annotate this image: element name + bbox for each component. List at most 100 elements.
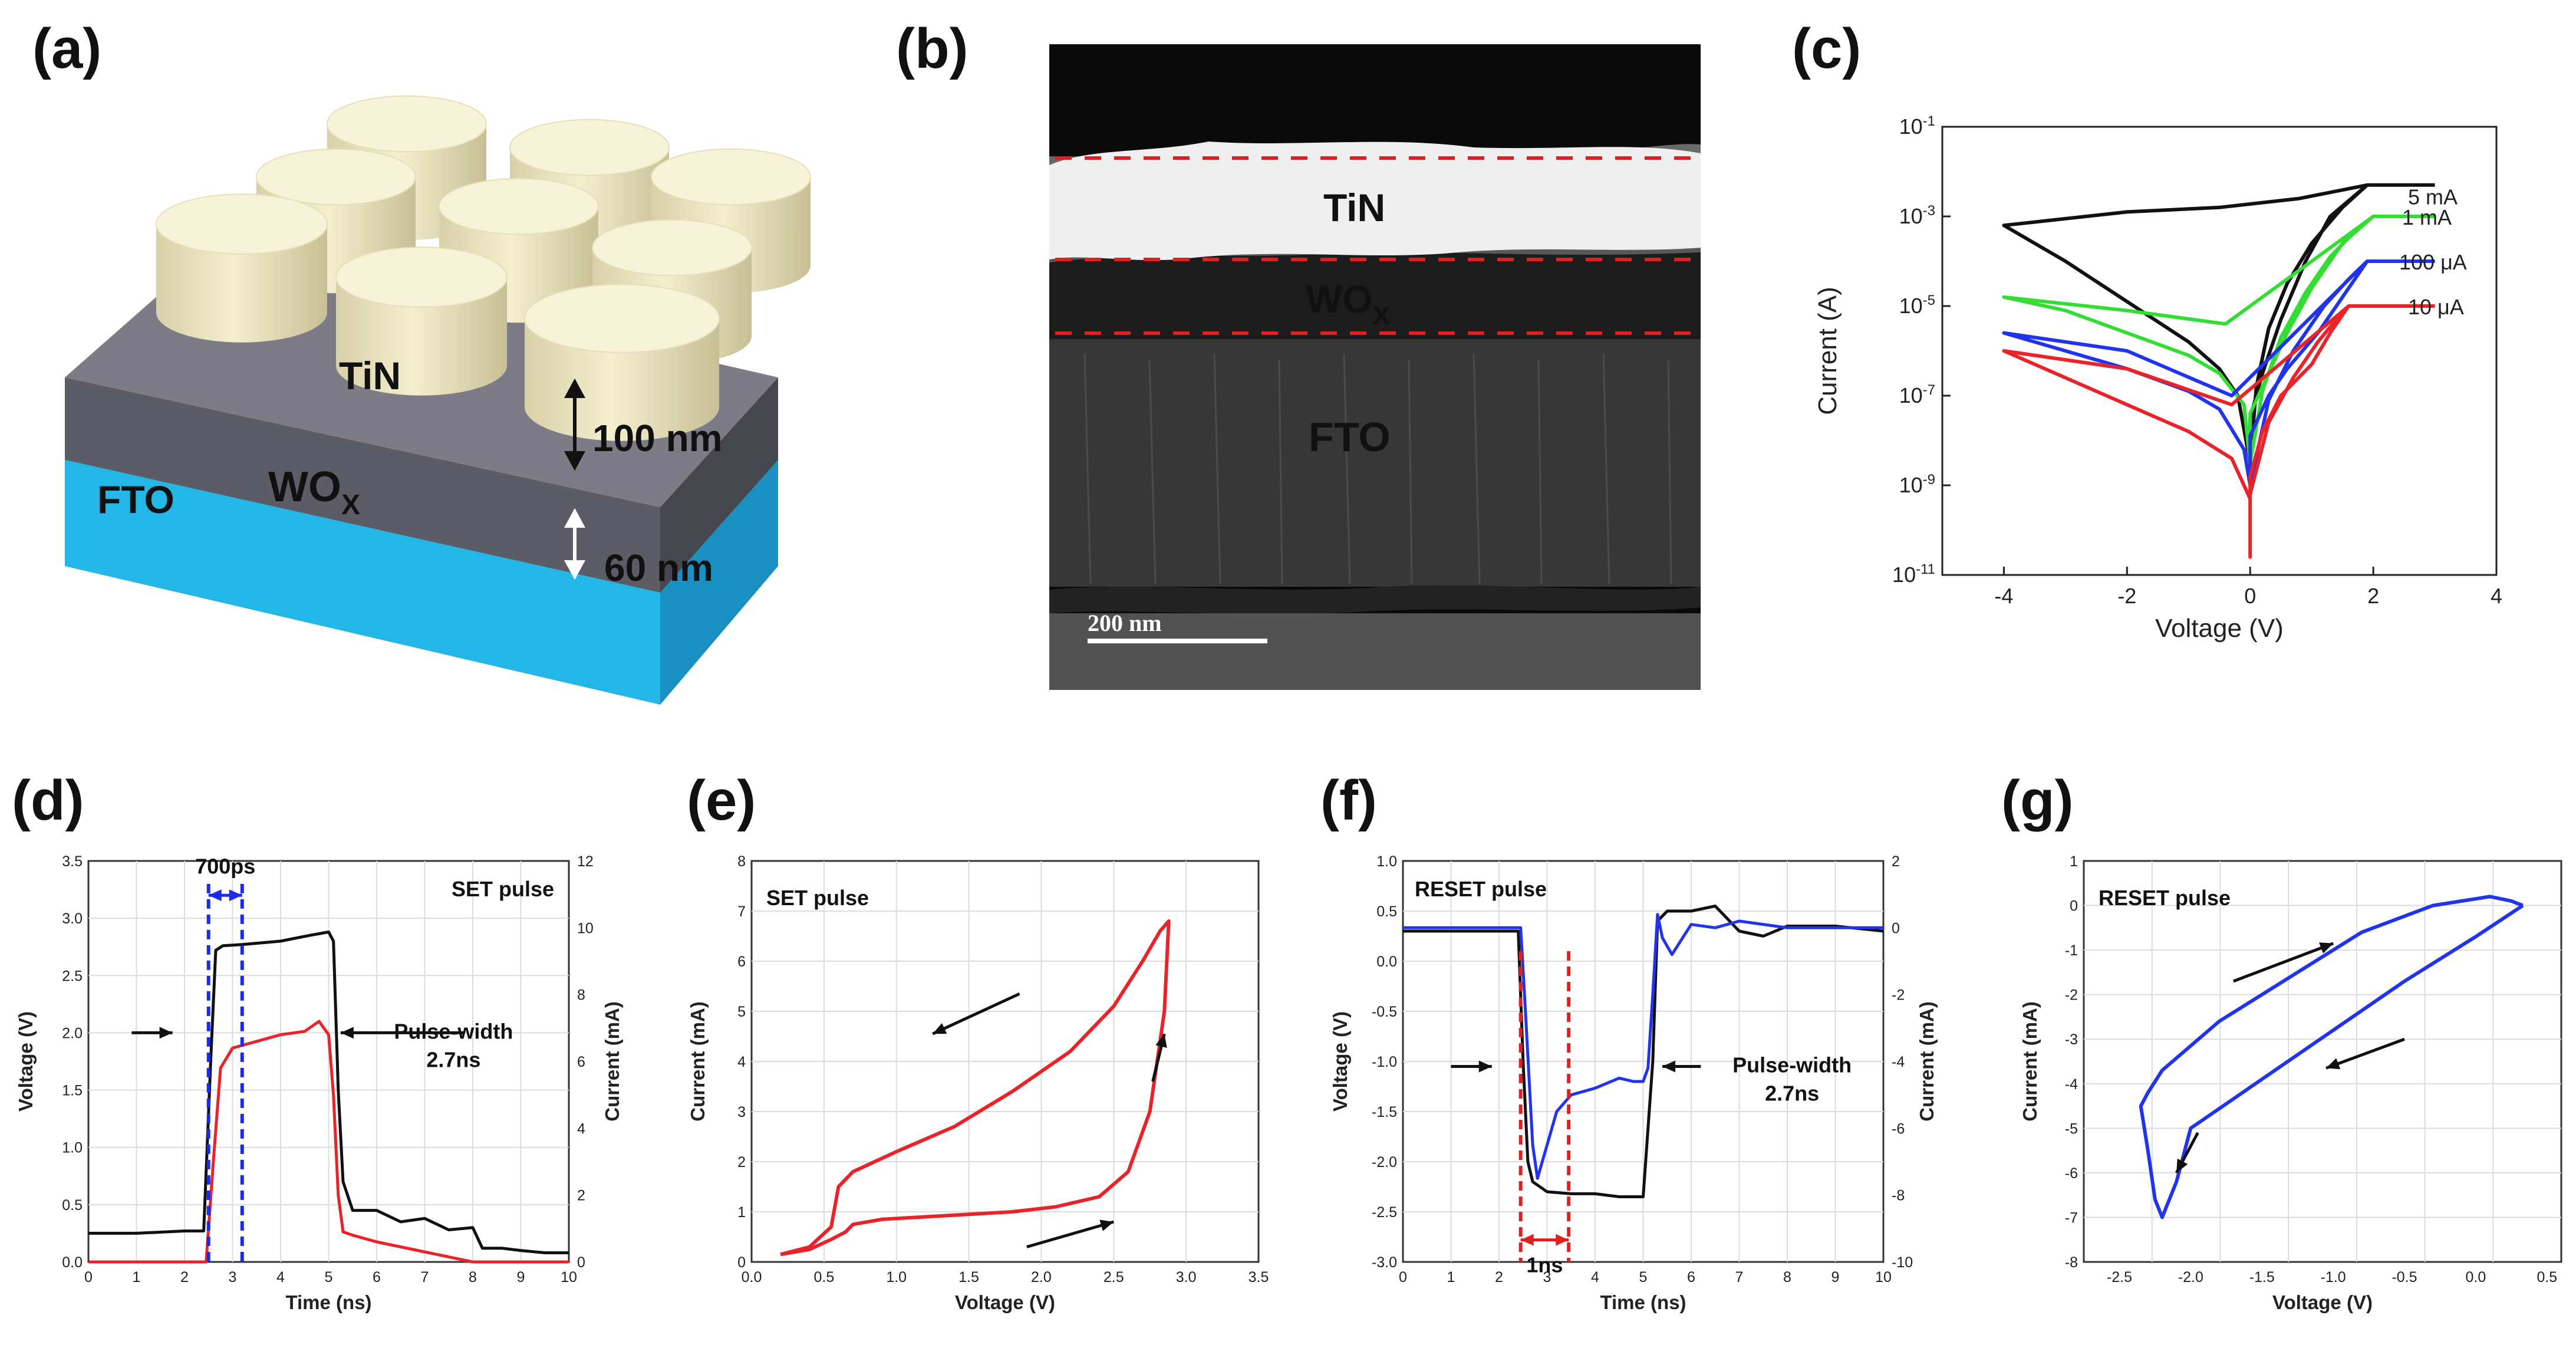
arrow-head <box>1155 1034 1167 1048</box>
x-tick-label: -0.5 <box>2391 1269 2417 1286</box>
chart-g: -2.5 -2.0 -1.5 -1.0 -0.5 0.0 0.5 1 0 -1 -2 -3 -4 -5 -6… <box>2019 853 2562 1313</box>
y-tick-label: -1.0 <box>1372 1054 1397 1070</box>
series-line <box>780 919 1171 1257</box>
y-tick-label: 10-1 <box>1899 113 1935 139</box>
x-tick-label: -4 <box>1994 584 2013 608</box>
x-tick-label: 7 <box>421 1269 429 1286</box>
x-axis-label: Voltage (V) <box>2155 614 2284 643</box>
x-tick-label: -2 <box>2117 584 2136 608</box>
y2-tick-label: -4 <box>1892 1054 1905 1070</box>
y-tick-label: -2.5 <box>1372 1204 1397 1221</box>
tin-pillar <box>156 193 328 343</box>
arrow-shaft <box>1026 1220 1114 1248</box>
x-tick-label: 2 <box>2367 584 2379 608</box>
arrow-head <box>2326 1058 2341 1070</box>
y2-tick-label: -8 <box>1892 1188 1905 1204</box>
fto-body <box>1049 339 1701 587</box>
y-tick-label: 2.0 <box>62 1025 83 1041</box>
y-tick-label: 3.0 <box>62 910 83 927</box>
chart-title: SET pulse <box>452 877 554 901</box>
x-tick-label: -2.0 <box>2178 1269 2203 1286</box>
x-tick-label: 1 <box>1447 1269 1455 1286</box>
y-tick-label: -7 <box>2065 1209 2078 1226</box>
series-line <box>2002 304 2435 559</box>
arrow-head <box>1520 1234 1534 1246</box>
pulse-width-label: Pulse-width <box>394 1019 513 1043</box>
y-axis-label: Current (mA) <box>687 1001 709 1122</box>
y2-tick-label: 2 <box>1892 853 1900 870</box>
series-line <box>88 931 569 1254</box>
oxide-label: WOX <box>268 463 360 521</box>
chart-f: 0 1 2 3 4 5 6 7 8 9 10 1.0 0.5 0.0 -0.5 -1.0 -1.5 -2.0 -2.… <box>1329 853 1938 1313</box>
x-tick-label: 7 <box>1735 1269 1744 1286</box>
panel-g-label: (g) <box>2001 769 2074 832</box>
width-marker-label: 1ns <box>1526 1253 1563 1277</box>
y2-tick-label: 2 <box>577 1188 585 1204</box>
series-line <box>1403 913 1883 1180</box>
thickness-top-label: 100 nm <box>592 417 723 459</box>
sem-wox-label: WOX <box>1306 277 1390 330</box>
tin-pillars <box>156 95 811 441</box>
y2-tick-label: 12 <box>577 853 594 870</box>
x-tick-label: 9 <box>1831 1269 1840 1286</box>
panel-c: (c) -4 -2 0 2 4 10-1 10-3 10-5 10-7 10-9 10-11 Volt… <box>1792 17 2502 643</box>
y-tick-label: 0 <box>2070 898 2078 915</box>
pillar-top <box>256 148 416 206</box>
x-tick-label: 0 <box>84 1269 93 1286</box>
wox-region <box>1049 252 1701 339</box>
arrow-head <box>933 1023 947 1034</box>
chart-title: SET pulse <box>766 886 869 910</box>
y-tick-label: 5 <box>737 1004 746 1020</box>
direction-arrow <box>2175 1132 2199 1174</box>
y-tick-label: 3 <box>737 1104 746 1120</box>
interface-lines <box>1055 156 1698 335</box>
panel-f-label: (f) <box>1320 769 1377 832</box>
x-tick-label: 3.5 <box>1249 1269 1269 1286</box>
y-tick-label: 0 <box>737 1254 746 1271</box>
direction-arrow <box>2325 1037 2405 1070</box>
pulse-width-value: 2.7ns <box>426 1047 480 1071</box>
y-tick-label: 3.5 <box>62 853 83 870</box>
y2-tick-label: 10 <box>577 920 594 936</box>
y-axis-label: Current (mA) <box>2019 1001 2041 1122</box>
y-tick-label: 0.5 <box>1376 903 1397 920</box>
panel-b-label: (b) <box>896 17 969 80</box>
x-axis-label: Time (ns) <box>285 1291 371 1313</box>
y2-tick-label: -2 <box>1892 987 1905 1004</box>
panel-a-label: (a) <box>32 17 101 80</box>
y-tick-label: 2 <box>737 1154 746 1171</box>
thickness-arrow-top <box>564 378 586 471</box>
arrow-head <box>1662 1060 1676 1073</box>
y2-tick-label: -6 <box>1892 1120 1905 1137</box>
plot-frame <box>1941 126 2498 576</box>
x-tick-label: 8 <box>469 1269 477 1286</box>
arrow-head <box>159 1027 173 1039</box>
chart-c: -4 -2 0 2 4 10-1 10-3 10-5 10-7 10-9 10-11 Voltage … <box>1813 113 2502 643</box>
series-line <box>1403 905 1884 1198</box>
pulse-arrow-left <box>131 1027 173 1039</box>
chart-title: RESET pulse <box>2099 886 2231 910</box>
direction-arrow <box>1151 1033 1167 1082</box>
y-tick-label: 10-7 <box>1899 382 1935 407</box>
pillar-side <box>336 277 507 396</box>
y-tick-label: -6 <box>2065 1165 2078 1182</box>
x-tick-label: 2.0 <box>1031 1269 1052 1286</box>
fto-layer <box>65 460 778 705</box>
x-tick-label: 4 <box>276 1269 285 1286</box>
chart-title: RESET pulse <box>1415 877 1547 901</box>
arrow-head <box>1478 1060 1492 1073</box>
pillar-top <box>335 246 508 308</box>
y2-tick-label: 0 <box>1892 920 1900 936</box>
x-tick-label: 8 <box>1783 1269 1791 1286</box>
x-tick-label: -1.5 <box>2249 1269 2275 1286</box>
y-tick-label: 1 <box>737 1204 746 1221</box>
y-tick-label: -2 <box>2065 987 2078 1004</box>
x-axis-label: Time (ns) <box>1600 1291 1686 1313</box>
x-tick-label: 0.5 <box>813 1269 834 1286</box>
y-tick-label: 7 <box>737 903 746 920</box>
y-tick-label: 6 <box>737 954 746 970</box>
panel-e-label: (e) <box>687 769 756 832</box>
sem-tin-label: TiN <box>1323 186 1385 229</box>
pillar-top <box>439 177 599 235</box>
